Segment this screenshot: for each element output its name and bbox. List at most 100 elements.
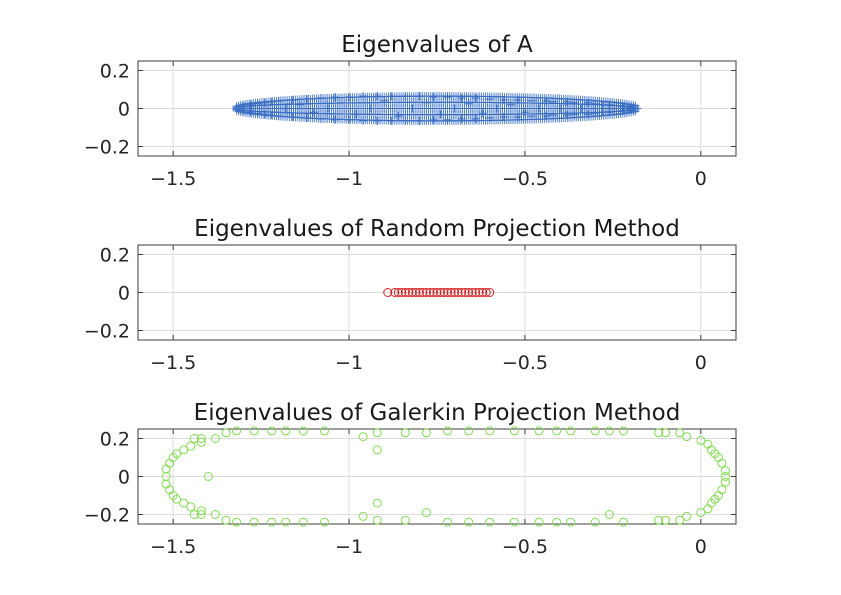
data-point: [604, 426, 614, 436]
y-tick-label: 0.2: [100, 245, 130, 267]
y-tick-label: −0.2: [84, 505, 130, 527]
data-point: [485, 426, 495, 436]
data-point: [485, 288, 495, 297]
data-point: [443, 517, 453, 527]
data-point: [397, 288, 407, 297]
data-point: [281, 426, 291, 436]
data-point: [720, 466, 730, 476]
data-point: [210, 434, 220, 443]
chart-title: Eigenvalues of A: [341, 32, 533, 58]
data-point: [319, 426, 329, 436]
data-point: [534, 517, 544, 527]
data-point: [485, 517, 495, 527]
data-point: [400, 288, 410, 297]
data-point: [464, 517, 474, 527]
data-point: [720, 472, 730, 481]
data-point: [566, 517, 576, 527]
data-point: [421, 428, 431, 438]
data-point: [450, 288, 460, 297]
subplot-eigenvalues-random-projection: −1.5 −1 −0.5 0 0.2 0 −0.2 Eigenvalues of Random…: [84, 216, 737, 374]
data-point: [196, 434, 206, 443]
data-point: [439, 288, 449, 297]
data-point: [534, 426, 544, 436]
data-point: [221, 428, 231, 438]
data-point: [481, 288, 491, 297]
data-point: [428, 288, 438, 297]
y-tick-label: 0.2: [100, 429, 130, 451]
x-tick-label: 0: [695, 168, 707, 190]
data-point: [231, 426, 241, 436]
data-point: [618, 517, 628, 527]
data-point: [319, 517, 329, 527]
data-point: [267, 517, 277, 527]
data-point: [172, 494, 182, 504]
data-point: [249, 517, 259, 527]
data-point: [186, 441, 196, 451]
subplot-eigenvalues-of-a: −1.5 −1 −0.5 0 0.2 0 −0.2 Eigenvalues of A: [84, 32, 737, 190]
subplot-eigenvalues-galerkin-projection: −1.5 −1 −0.5 0 0.2 0 −0.2 Eigenvalues of Galerk…: [84, 400, 737, 558]
data-point: [590, 426, 600, 436]
data-point: [281, 517, 291, 527]
data-point: [231, 517, 241, 527]
x-tick-label: −0.5: [502, 352, 548, 374]
data-point: [372, 428, 382, 438]
data-point: [509, 517, 519, 527]
data-point: [172, 449, 182, 459]
y-tick-label: 0: [118, 99, 130, 121]
data-point: [631, 101, 640, 110]
data-point: [221, 515, 231, 525]
data-point: [196, 506, 206, 516]
data-point: [446, 288, 456, 297]
data-point: [618, 426, 628, 436]
data-point: [400, 428, 410, 438]
data-point: [604, 510, 614, 519]
data-point: [720, 477, 730, 487]
data-point: [675, 428, 685, 438]
data-point: [696, 508, 706, 518]
data-point: [414, 288, 424, 297]
data-point: [654, 428, 664, 438]
data-point: [696, 435, 706, 445]
y-tick-label: −0.2: [84, 137, 130, 159]
data-point: [404, 288, 414, 297]
x-tick-label: 0: [695, 536, 707, 558]
data-point: [390, 288, 400, 297]
data-point: [471, 288, 481, 297]
chart-title: Eigenvalues of Galerkin Projection Metho…: [194, 400, 681, 426]
data-point: [249, 426, 259, 436]
y-tick-label: 0.2: [100, 61, 130, 83]
data-point: [425, 288, 435, 297]
data-point: [552, 426, 562, 436]
x-tick-label: −0.5: [502, 168, 548, 190]
data-point: [566, 426, 576, 436]
chart-title: Eigenvalues of Random Projection Method: [194, 216, 680, 242]
data-point: [474, 288, 484, 297]
y-tick-label: 0: [118, 467, 130, 489]
data-point: [453, 288, 463, 297]
data-point: [418, 288, 428, 297]
data-point: [675, 515, 685, 525]
data-point: [443, 288, 453, 297]
data-point: [478, 288, 488, 297]
data-point: [189, 510, 199, 519]
data-point: [457, 288, 467, 297]
data-point: [590, 517, 600, 527]
data-point: [298, 426, 308, 436]
data-point: [421, 288, 431, 297]
data-point: [717, 458, 727, 468]
x-tick-label: −1.5: [150, 536, 196, 558]
data-point: [407, 288, 417, 297]
data-point: [186, 502, 196, 512]
data-point: [436, 288, 446, 297]
y-tick-label: −0.2: [84, 321, 130, 343]
data-point: [443, 426, 453, 436]
data-point: [196, 510, 206, 519]
x-tick-label: −1.5: [150, 352, 196, 374]
data-point: [421, 508, 431, 518]
data-point: [203, 472, 213, 481]
data-point: [682, 432, 692, 442]
data-point: [661, 515, 671, 525]
data-point: [196, 437, 206, 447]
data-point: [372, 498, 382, 508]
